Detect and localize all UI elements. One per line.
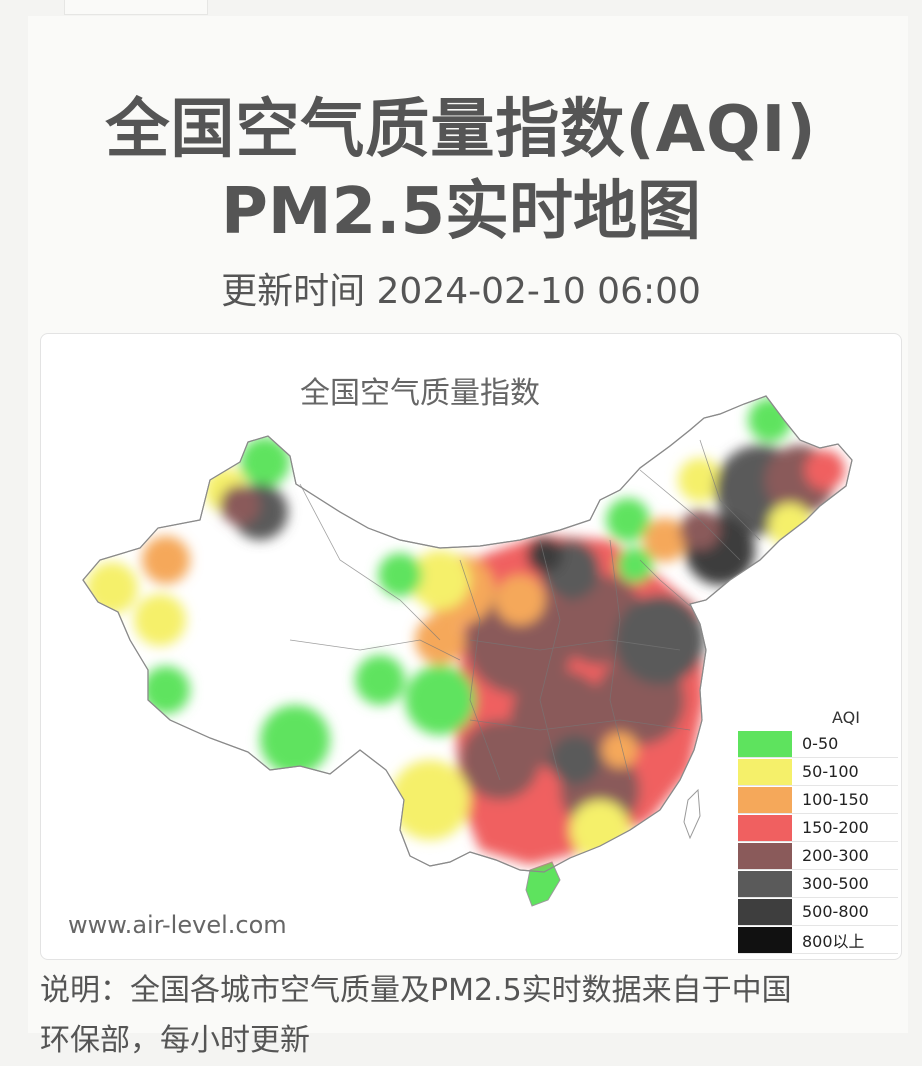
update-time: 更新时间 2024-02-10 06:00 (221, 271, 701, 312)
aqi-legend: 0-50 50-100 100-150 150-200 200-300 300-… (738, 730, 898, 954)
legend-swatch (738, 926, 792, 953)
map-title: 全国空气质量指数 (300, 376, 540, 411)
legend-title: AQI (832, 708, 860, 727)
legend-label: 0-50 (802, 734, 839, 753)
aqi-map[interactable] (40, 333, 900, 958)
legend-label: 50-100 (802, 762, 859, 781)
legend-item: 500-800 (738, 898, 898, 926)
site-watermark[interactable]: www.air-level.com (68, 911, 287, 939)
top-bar (0, 0, 922, 18)
legend-label: 300-500 (802, 874, 869, 893)
page-subtitle: PM2.5实时地图 (221, 175, 701, 249)
browser-tab[interactable] (64, 0, 208, 15)
legend-item: 100-150 (738, 786, 898, 814)
province-borders (289, 439, 761, 781)
legend-swatch (738, 758, 792, 785)
page-title: 全国空气质量指数(AQI) (105, 93, 817, 167)
footer-note: 说明：全国各城市空气质量及PM2.5实时数据来自于中国 环保部，每小时更新 (40, 966, 920, 1066)
aqi-heat-layer (86, 398, 845, 865)
legend-swatch (738, 870, 792, 897)
legend-swatch (738, 730, 792, 757)
legend-item: 50-100 (738, 758, 898, 786)
legend-swatch (738, 814, 792, 841)
legend-item: 200-300 (738, 842, 898, 870)
legend-item: 800以上 (738, 926, 898, 954)
country-outline (82, 395, 853, 873)
footer-note-line2: 环保部，每小时更新 (40, 1023, 310, 1058)
legend-label: 150-200 (802, 818, 869, 837)
legend-label: 800以上 (802, 931, 865, 951)
legend-label: 200-300 (802, 846, 869, 865)
legend-item: 0-50 (738, 730, 898, 758)
legend-swatch (738, 898, 792, 925)
legend-label: 100-150 (802, 790, 869, 809)
legend-item: 150-200 (738, 814, 898, 842)
footer-note-line1: 说明：全国各城市空气质量及PM2.5实时数据来自于中国 (40, 973, 792, 1008)
legend-item: 300-500 (738, 870, 898, 898)
legend-label: 500-800 (802, 902, 869, 921)
legend-swatch (738, 842, 792, 869)
legend-swatch (738, 786, 792, 813)
